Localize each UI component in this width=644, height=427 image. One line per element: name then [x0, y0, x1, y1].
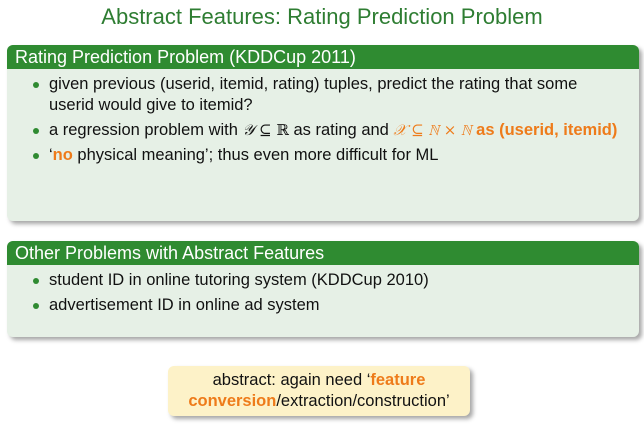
list-item: a regression problem with 𝒴 ⊆ ℝ as ratin…: [31, 120, 625, 141]
item-text: advertisement ID in online ad system: [49, 296, 320, 314]
bullet-list: given previous (userid, itemid, rating) …: [7, 69, 639, 172]
list-item: ‘no physical meaning’; thus even more di…: [31, 145, 625, 166]
highlight-text: as (userid, itemid): [471, 121, 618, 139]
other-problems-block: Other Problems with Abstract Features st…: [7, 241, 639, 337]
item-text: given previous (userid, itemid, rating) …: [49, 75, 578, 114]
list-item: advertisement ID in online ad system: [31, 295, 625, 316]
slide-title: Abstract Features: Rating Prediction Pro…: [101, 4, 543, 29]
item-text-pre: a regression problem with: [49, 121, 243, 139]
item-text-mid: as rating and: [288, 121, 394, 139]
note-box: abstract: again need ‘feature conversion…: [168, 366, 470, 416]
block-header: Other Problems with Abstract Features: [7, 241, 639, 265]
rating-prediction-block: Rating Prediction Problem (KDDCup 2011) …: [7, 45, 639, 221]
item-text-pre: ‘: [49, 146, 53, 164]
list-item: given previous (userid, itemid, rating) …: [31, 74, 625, 116]
math-reals: ℝ: [276, 121, 289, 139]
bullet-icon: [33, 303, 39, 309]
highlight-text: no: [52, 146, 73, 164]
list-item: student ID in online tutoring system (KD…: [31, 270, 625, 291]
note-text-post: /extraction/construction’: [276, 392, 450, 410]
math-y: 𝒴: [242, 121, 255, 139]
highlight-text: conversion: [188, 392, 277, 410]
note-text-pre: abstract: again need ‘: [212, 371, 371, 389]
block-header: Rating Prediction Problem (KDDCup 2011): [7, 45, 639, 69]
bullet-icon: [33, 82, 39, 88]
bullet-icon: [33, 128, 39, 134]
item-text: student ID in online tutoring system (KD…: [49, 271, 429, 289]
math-subset: ⊆: [254, 121, 277, 139]
bullet-icon: [33, 153, 39, 159]
bullet-icon: [33, 278, 39, 284]
math-x-domain: 𝒳 ⊆ ℕ × ℕ: [393, 121, 472, 139]
item-text-post: physical meaning’; thus even more diffic…: [72, 146, 439, 164]
bullet-list: student ID in online tutoring system (KD…: [7, 265, 639, 322]
highlight-text: feature: [370, 371, 426, 389]
